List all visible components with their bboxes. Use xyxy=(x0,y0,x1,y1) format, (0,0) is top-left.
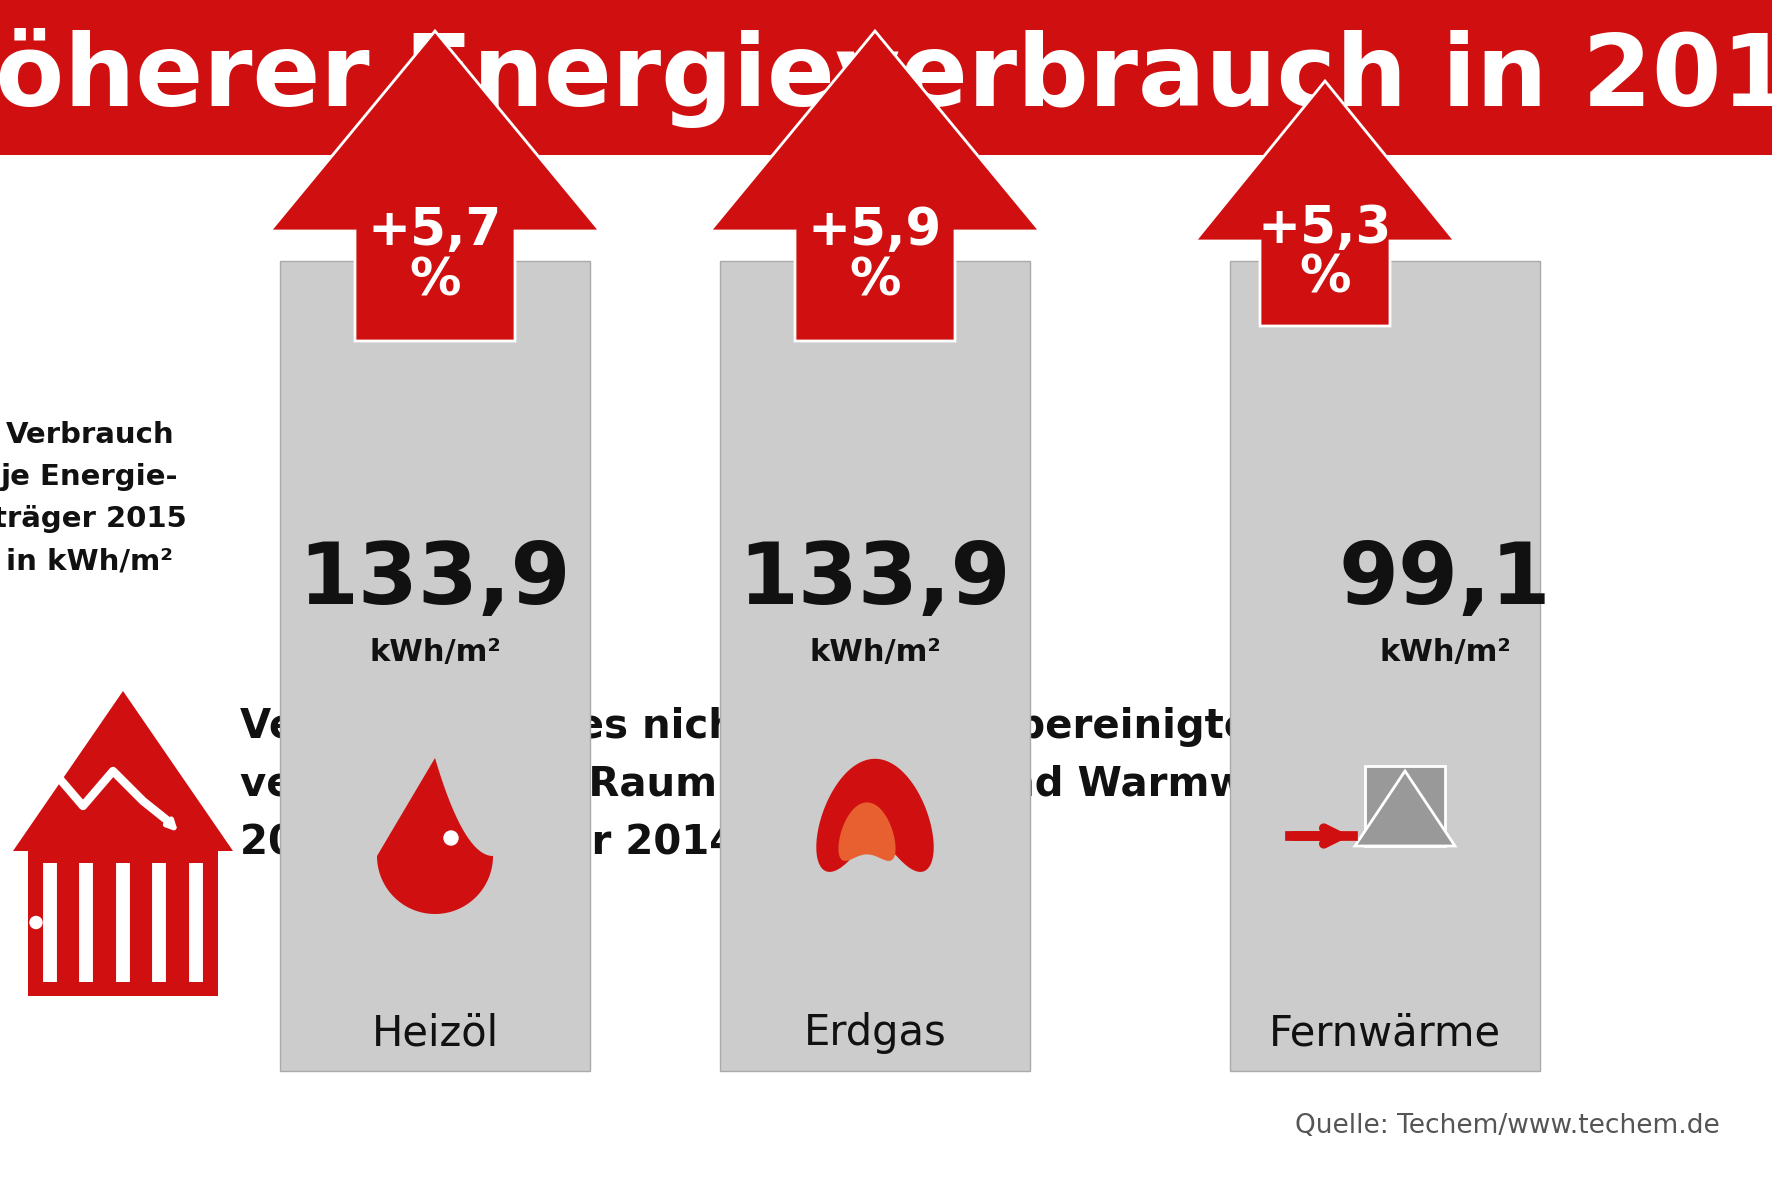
Text: träger 2015: träger 2015 xyxy=(0,505,186,533)
Polygon shape xyxy=(838,802,895,861)
Text: kWh/m²: kWh/m² xyxy=(1379,639,1512,667)
Text: 133,9: 133,9 xyxy=(739,540,1012,622)
Bar xyxy=(0,0,1772,155)
Text: Verbrauch: Verbrauch xyxy=(5,420,174,449)
Polygon shape xyxy=(1194,81,1455,326)
Text: 133,9: 133,9 xyxy=(299,540,571,622)
Text: verbrauchs für Raumheizwärme und Warmwasser: verbrauchs für Raumheizwärme und Warmwas… xyxy=(239,764,1370,804)
Circle shape xyxy=(445,831,457,844)
Polygon shape xyxy=(817,759,934,872)
Text: 2015 gegenüber 2014 in %: 2015 gegenüber 2014 in % xyxy=(239,822,847,863)
Text: je Energie-: je Energie- xyxy=(2,463,179,491)
Text: Veränderung des nicht witterungsbereinigten Energie-: Veränderung des nicht witterungsbereinig… xyxy=(239,706,1483,748)
Text: kWh/m²: kWh/m² xyxy=(369,639,501,667)
Polygon shape xyxy=(12,691,232,852)
Text: kWh/m²: kWh/m² xyxy=(810,639,941,667)
Text: Höherer Energieverbrauch in 2015: Höherer Energieverbrauch in 2015 xyxy=(0,27,1772,128)
Polygon shape xyxy=(1356,771,1455,846)
Bar xyxy=(719,261,1030,1071)
Text: Erdgas: Erdgas xyxy=(804,1012,946,1053)
Polygon shape xyxy=(711,31,1040,341)
Bar xyxy=(1230,261,1540,1071)
Bar xyxy=(1364,766,1444,846)
Text: +5,7
%: +5,7 % xyxy=(369,205,501,306)
Bar xyxy=(280,261,590,1071)
Text: Quelle: Techem/www.techem.de: Quelle: Techem/www.techem.de xyxy=(1295,1113,1721,1138)
Text: Heizöl: Heizöl xyxy=(372,1012,498,1053)
Polygon shape xyxy=(377,758,493,914)
Text: in kWh/m²: in kWh/m² xyxy=(7,547,174,575)
Circle shape xyxy=(30,916,43,928)
Text: +5,9
%: +5,9 % xyxy=(808,205,943,306)
Text: +5,3
%: +5,3 % xyxy=(1258,203,1393,304)
Text: Fernwärme: Fernwärme xyxy=(1269,1012,1501,1053)
Bar xyxy=(28,852,218,996)
Polygon shape xyxy=(269,31,601,341)
Text: 99,1: 99,1 xyxy=(1340,540,1550,622)
